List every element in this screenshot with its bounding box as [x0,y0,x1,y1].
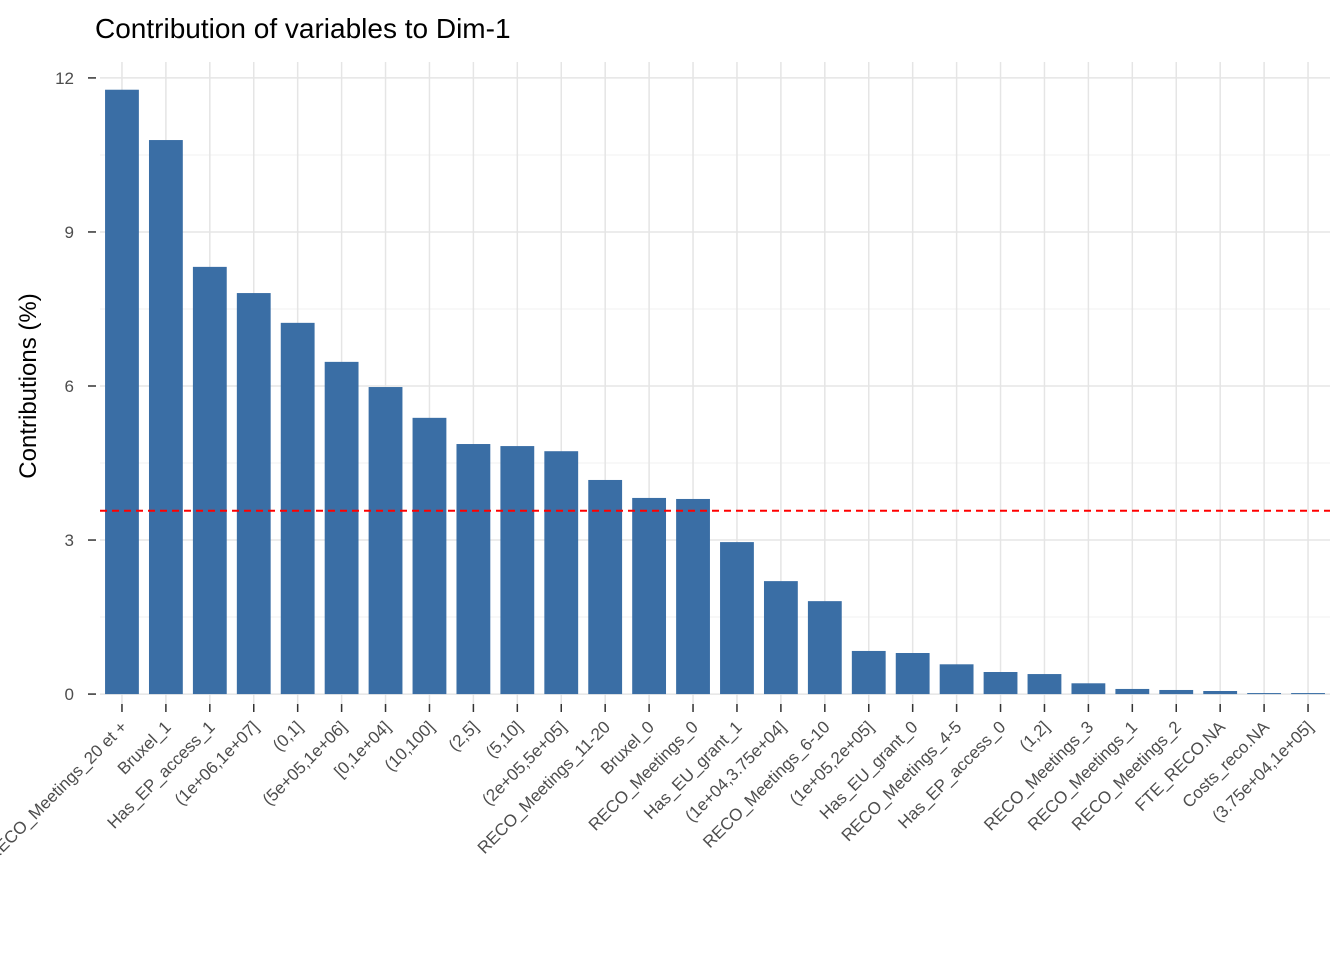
bar [236,293,271,695]
y-tick-label: 9 [65,223,74,242]
x-tick-label: (1,2] [1016,717,1053,754]
y-tick-label: 0 [65,685,74,704]
bar [1291,693,1325,695]
bar [1247,693,1282,695]
y-tick-label: 12 [55,69,74,88]
bar [1203,691,1238,695]
y-tick-label: 6 [65,377,74,396]
bar [105,89,139,695]
y-tick-label: 3 [65,531,74,550]
bar [763,581,798,695]
bar [280,322,315,695]
bar [939,664,974,695]
y-axis-label: Contributions (%) [15,293,42,478]
bar [895,653,930,695]
x-tick-label: (2,5] [445,717,482,754]
bar [1071,683,1106,695]
bar [500,446,535,695]
bar [807,601,842,695]
bar [192,266,227,695]
bar [851,650,886,695]
chart-title: Contribution of variables to Dim-1 [95,13,511,44]
bar [1115,688,1150,695]
bar [324,361,359,695]
x-tick-label: (0,1] [269,717,306,754]
bar [368,387,403,695]
bar [1159,689,1194,695]
bar [148,140,183,695]
bar [720,542,754,695]
bar [544,451,579,695]
x-tick-label: RECO_Meetings_20 et + [0,717,131,864]
bar [1027,674,1062,695]
bar [632,497,667,695]
bar [412,417,447,695]
bar [676,498,710,695]
bar [588,479,623,695]
bar [983,672,1018,695]
bar [456,444,491,695]
